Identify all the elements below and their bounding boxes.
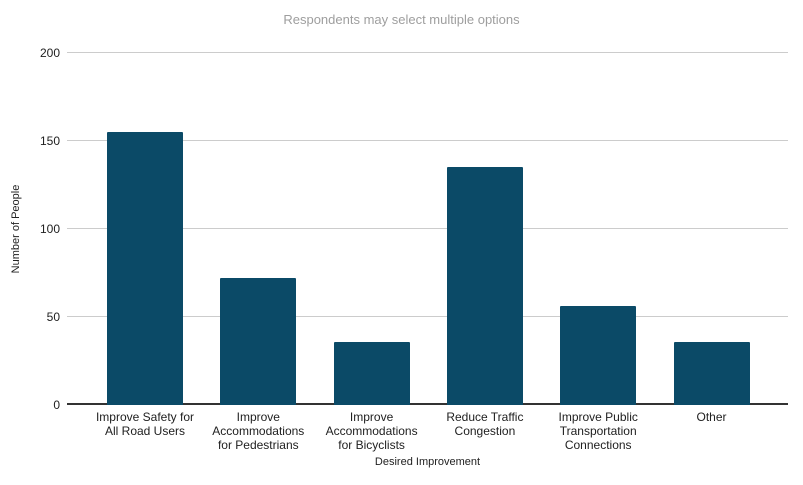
bar[interactable] bbox=[673, 341, 750, 405]
x-tick-label: Improve Accommodations for Pedestrians bbox=[212, 410, 305, 452]
y-tick-label: 0 bbox=[53, 398, 60, 412]
gridline bbox=[67, 316, 788, 317]
y-tick-label: 200 bbox=[39, 46, 60, 60]
gridline bbox=[67, 228, 788, 229]
plot-area bbox=[67, 52, 788, 405]
bar[interactable] bbox=[446, 167, 523, 405]
x-tick-label: Improve Public Transportation Connection… bbox=[558, 410, 638, 452]
x-tick-label: Improve Accommodations for Bicyclists bbox=[325, 410, 418, 452]
y-tick-label: 150 bbox=[39, 134, 60, 148]
x-axis-title: Desired Improvement bbox=[374, 456, 481, 468]
gridline bbox=[67, 52, 788, 53]
x-tick-label: Reduce Traffic Congestion bbox=[446, 410, 524, 438]
bar[interactable] bbox=[333, 341, 410, 405]
x-tick-label: Improve Safety for All Road Users bbox=[95, 410, 195, 438]
y-tick-label: 50 bbox=[46, 310, 60, 324]
chart-title: Respondents may select multiple options bbox=[283, 12, 520, 27]
x-tick-label: Other bbox=[696, 410, 727, 424]
bar[interactable] bbox=[560, 306, 637, 405]
bar[interactable] bbox=[107, 132, 183, 405]
bar[interactable] bbox=[220, 278, 297, 405]
gridline bbox=[67, 140, 788, 141]
x-axis-line bbox=[67, 403, 788, 405]
y-tick-label: 100 bbox=[39, 222, 60, 236]
